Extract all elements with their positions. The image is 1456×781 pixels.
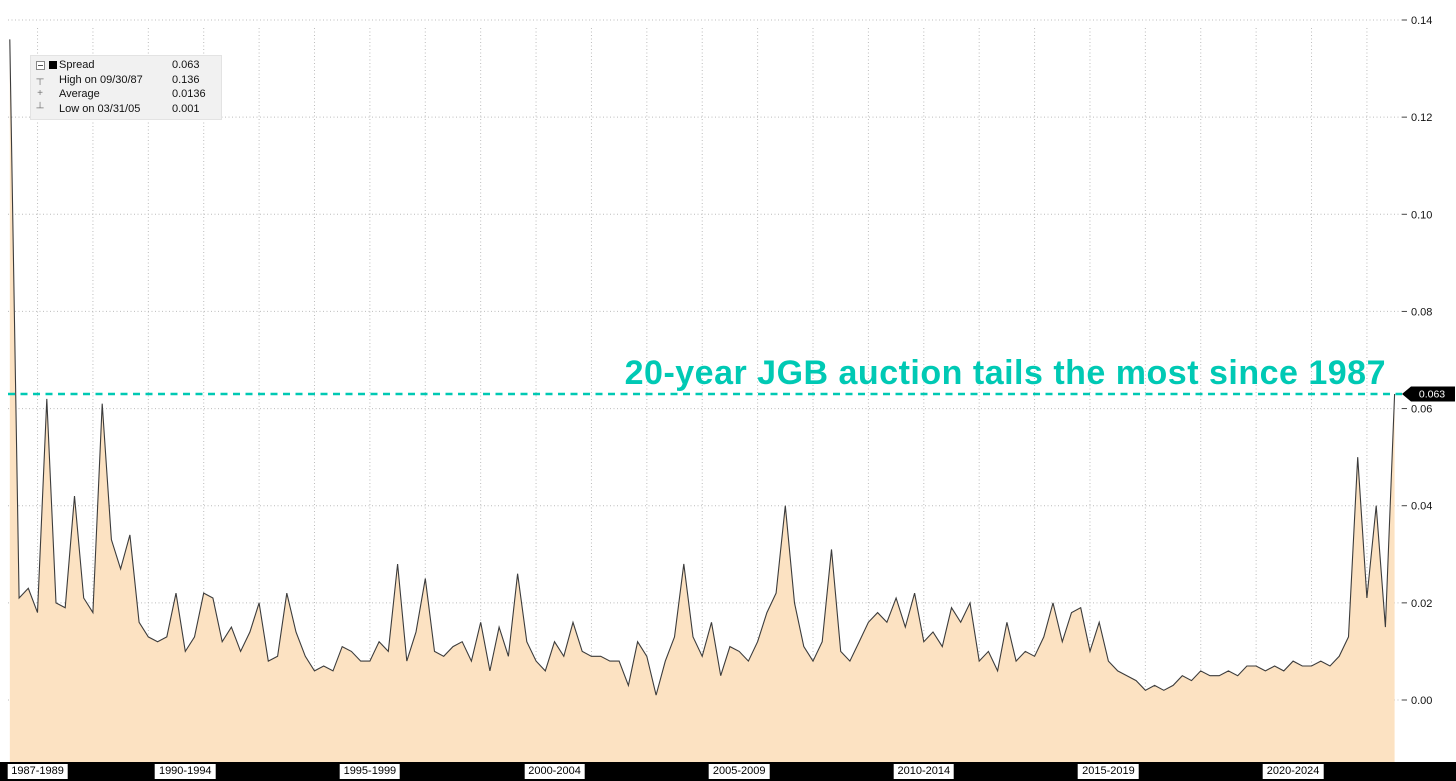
legend-row-low[interactable]: Low on 03/31/05 0.001 bbox=[34, 102, 216, 117]
legend-label-high: High on 09/30/87 bbox=[59, 73, 143, 86]
high-marker-icon bbox=[34, 73, 46, 88]
last-value-badge bbox=[1402, 386, 1455, 402]
legend-row-spread[interactable]: Spread 0.063 bbox=[34, 58, 216, 73]
x-axis-label: 2010-2014 bbox=[893, 764, 955, 779]
y-axis-label: 0.04 bbox=[1411, 501, 1432, 513]
y-axis-label: 0.14 bbox=[1411, 15, 1432, 27]
chart-annotation-title: 20-year JGB auction tails the most since… bbox=[624, 354, 1386, 392]
legend-row-average[interactable]: Average 0.0136 bbox=[34, 87, 216, 102]
legend-value-average: 0.0136 bbox=[172, 88, 206, 100]
legend-value-high: 0.136 bbox=[172, 73, 200, 86]
y-axis-label: 0.06 bbox=[1411, 404, 1432, 416]
y-axis-label: 0.10 bbox=[1411, 209, 1432, 221]
spread-marker-icon bbox=[48, 61, 57, 70]
spread-area-fill bbox=[9, 39, 1395, 762]
legend-value-low: 0.001 bbox=[172, 102, 200, 115]
x-axis-label: 2000-2004 bbox=[524, 764, 585, 779]
legend-box[interactable]: Spread 0.063 High on 09/30/87 0.136 Aver… bbox=[30, 55, 222, 120]
x-axis-bar: 1987-1989 1990-1994 1995-1999 2000-2004 2005… bbox=[0, 762, 1456, 781]
average-marker-icon bbox=[34, 87, 46, 102]
last-value-badge-label: 0.063 bbox=[1419, 389, 1445, 401]
y-axis-label: 0.12 bbox=[1411, 112, 1432, 124]
x-axis-label: 1990-1994 bbox=[154, 764, 216, 779]
y-axis-label: 0.08 bbox=[1411, 306, 1432, 318]
legend-value-spread: 0.063 bbox=[172, 59, 200, 71]
spread-line bbox=[9, 39, 1396, 696]
legend-row-high[interactable]: High on 09/30/87 0.136 bbox=[34, 73, 216, 88]
y-axis-label: 0.00 bbox=[1411, 695, 1432, 707]
legend-label-average: Average bbox=[59, 88, 100, 100]
low-marker-icon bbox=[34, 102, 46, 117]
legend-label-low: Low on 03/31/05 bbox=[59, 102, 141, 115]
x-axis-label: 1987-1989 bbox=[7, 764, 68, 779]
legend-expander-icon[interactable] bbox=[35, 60, 45, 70]
x-axis-label: 2005-2009 bbox=[708, 764, 770, 779]
x-axis-label: 2015-2019 bbox=[1078, 764, 1139, 779]
x-axis-label: 2020-2024 bbox=[1262, 764, 1324, 779]
legend-label-spread: Spread bbox=[59, 59, 95, 71]
x-axis-label: 1995-1999 bbox=[339, 764, 401, 779]
y-axis-label: 0.02 bbox=[1411, 598, 1432, 610]
